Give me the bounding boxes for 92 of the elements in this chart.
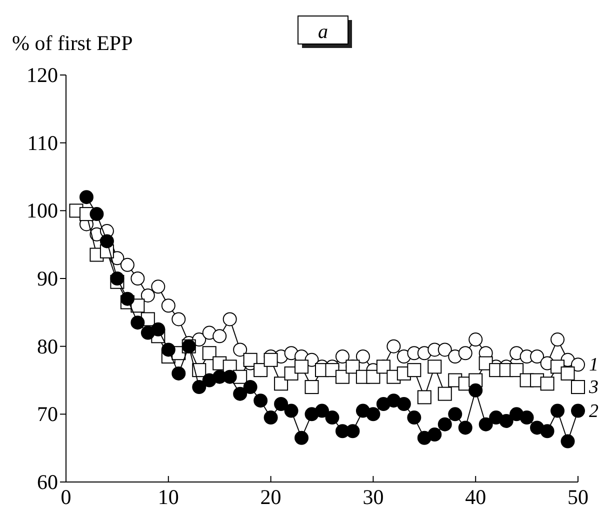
point (448, 407, 462, 422)
point (110, 272, 124, 286)
series-label: 1 (589, 354, 598, 376)
point (202, 346, 216, 360)
x-tick-label: 50 (568, 485, 588, 509)
point (304, 380, 319, 394)
point (161, 298, 176, 313)
point (571, 404, 585, 418)
point (346, 360, 360, 374)
point (335, 370, 350, 384)
point (233, 386, 248, 401)
point (468, 332, 483, 347)
point (254, 363, 268, 378)
point (274, 396, 288, 411)
point (243, 380, 258, 394)
point (172, 366, 186, 380)
point (140, 288, 155, 302)
y-axis-title: % of first EPP (12, 31, 133, 55)
series-label: 2 (589, 400, 599, 422)
point (233, 342, 248, 357)
point (571, 380, 585, 394)
point (79, 190, 94, 204)
point (172, 312, 186, 326)
point (571, 358, 585, 372)
point (161, 342, 176, 357)
y-tick-label: 80 (37, 334, 58, 358)
point (520, 410, 534, 425)
point (540, 376, 554, 391)
x-tick-label: 0 (60, 485, 72, 509)
point (151, 280, 166, 294)
point (560, 366, 575, 380)
point (315, 404, 329, 418)
point (192, 363, 206, 378)
point (346, 424, 360, 438)
point (366, 407, 380, 422)
point (438, 386, 452, 401)
point (438, 342, 452, 357)
point (417, 390, 432, 404)
point (192, 380, 206, 394)
y-tick-label: 110 (27, 130, 58, 155)
x-tick-label: 40 (465, 485, 486, 509)
point (428, 428, 442, 442)
point (550, 332, 565, 347)
point (120, 292, 134, 306)
point (499, 414, 514, 428)
point (264, 352, 278, 367)
point (120, 258, 134, 272)
y-tick-label: 60 (37, 470, 58, 494)
y-tick-label: 70 (37, 402, 58, 426)
y-tick-label: 120 (26, 63, 58, 87)
point (530, 350, 544, 364)
point (407, 363, 422, 378)
point (100, 234, 114, 248)
point (90, 207, 104, 222)
point (540, 424, 554, 438)
point (274, 376, 288, 391)
point (458, 420, 472, 435)
point (130, 272, 145, 286)
point (366, 370, 380, 384)
point (222, 370, 237, 384)
x-tick-label: 30 (362, 485, 384, 509)
x-tick-label: 10 (158, 485, 179, 509)
point (510, 363, 524, 378)
point (294, 430, 309, 445)
series-label: 3 (588, 377, 598, 398)
point (325, 410, 340, 425)
point (428, 360, 442, 374)
point (243, 352, 258, 367)
point (550, 404, 565, 418)
point (468, 383, 483, 398)
chart-title: a (318, 21, 328, 43)
point (264, 410, 278, 425)
point (222, 312, 237, 326)
y-tick-label: 90 (37, 266, 58, 290)
point (560, 434, 575, 448)
point (458, 346, 472, 360)
point (478, 417, 493, 432)
point (254, 394, 268, 408)
point (335, 350, 350, 364)
point (386, 339, 401, 354)
point (356, 350, 370, 364)
point (212, 329, 227, 344)
point (376, 360, 390, 374)
y-tick-label: 100 (26, 198, 58, 223)
point (438, 417, 452, 432)
point (130, 316, 145, 330)
point (407, 410, 422, 425)
point (151, 322, 166, 336)
x-tick-label: 20 (260, 485, 282, 509)
point (294, 360, 309, 374)
point (284, 404, 298, 418)
point (396, 396, 411, 411)
